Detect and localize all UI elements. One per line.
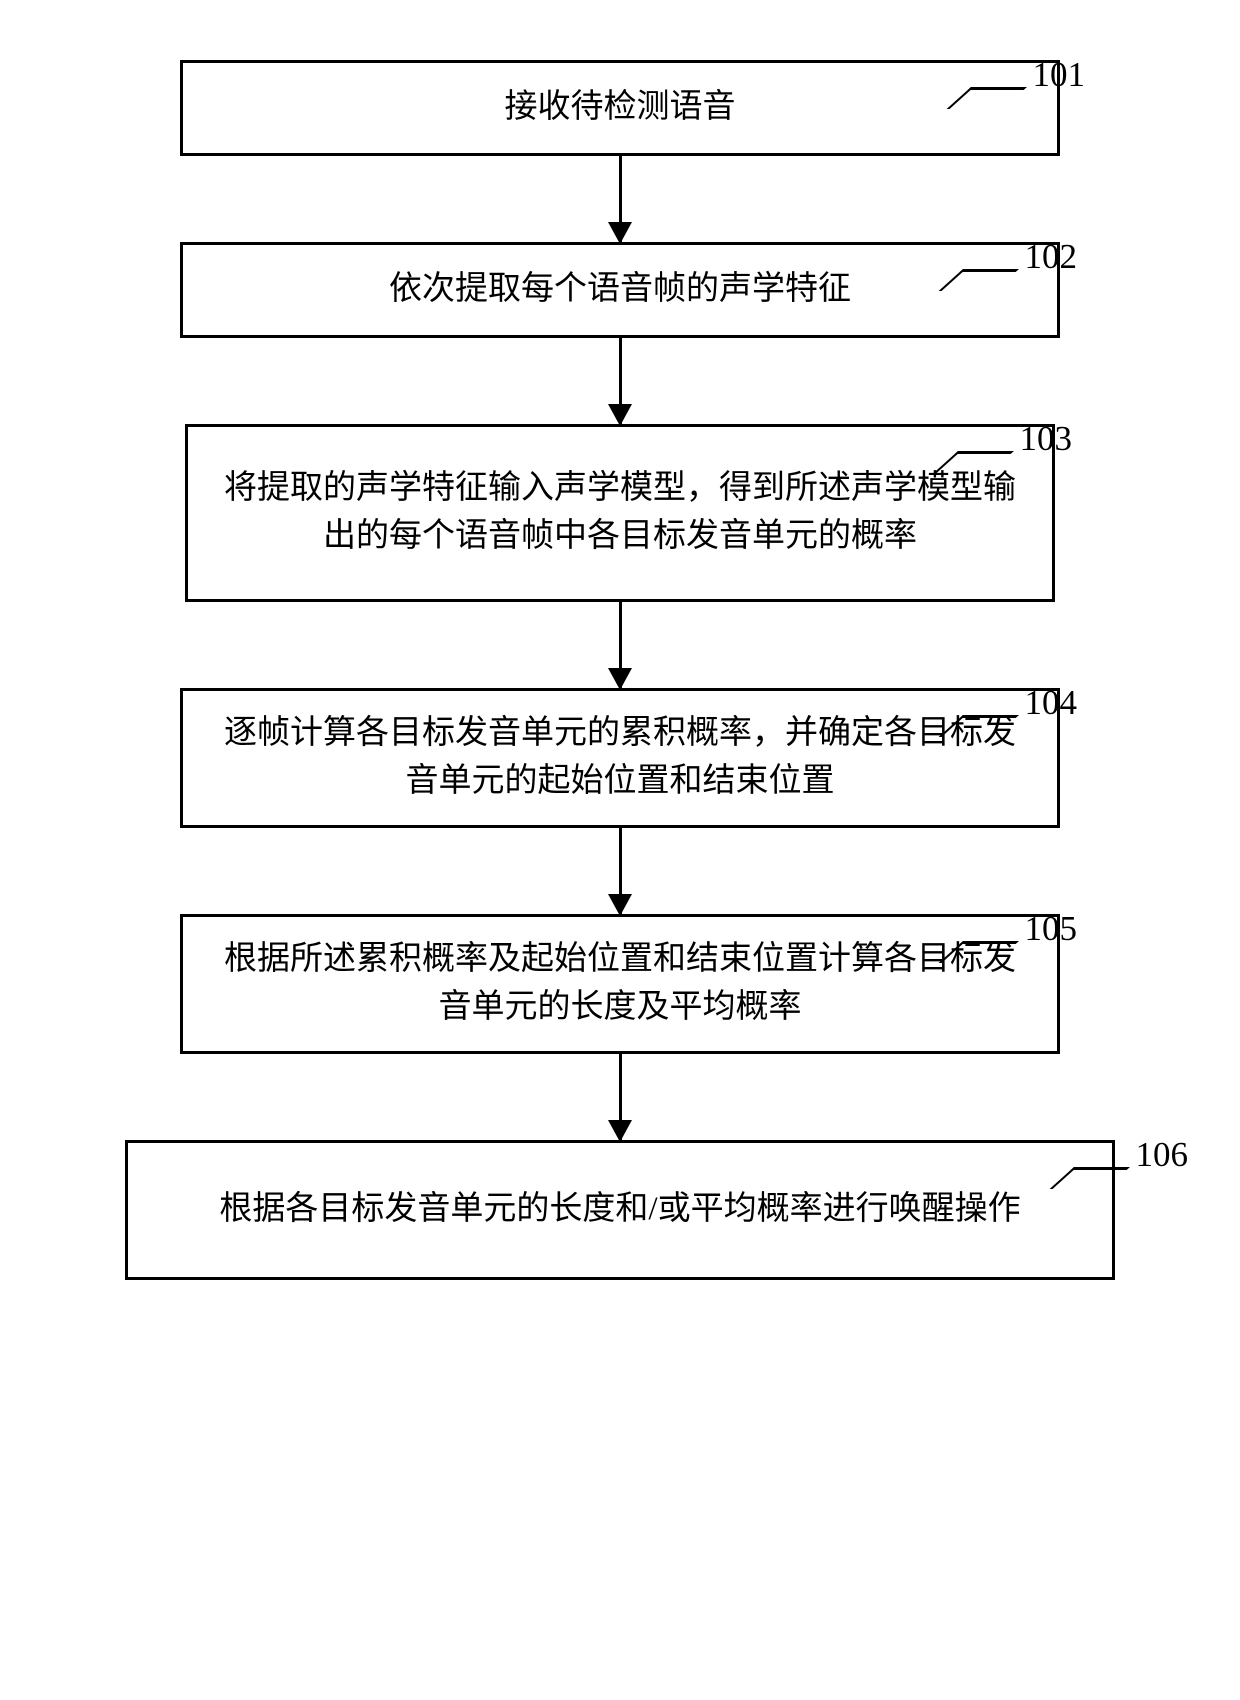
step-row-102: 依次提取每个语音帧的声学特征 102	[40, 242, 1200, 338]
step-box-101: 接收待检测语音 101	[180, 60, 1060, 156]
flowchart-container: 接收待检测语音 101 依次提取每个语音帧的声学特征 102 将提取的声学特征输…	[40, 60, 1200, 1280]
step-text-105: 根据所述累积概率及起始位置和结束位置计算各目标发音单元的长度及平均概率	[211, 936, 1029, 1032]
step-label-wrap-103: 103	[958, 419, 1073, 473]
step-label-wrap-104: 104	[963, 683, 1078, 737]
step-text-106: 根据各目标发音单元的长度和/或平均概率进行唤醒操作	[219, 1186, 1020, 1234]
step-text-103: 将提取的声学特征输入声学模型，得到所述声学模型输出的每个语音帧中各目标发音单元的…	[216, 465, 1024, 561]
tick-icon	[933, 451, 1013, 473]
step-row-106: 根据各目标发音单元的长度和/或平均概率进行唤醒操作 106	[40, 1140, 1200, 1280]
arrow-down-icon	[619, 338, 622, 424]
tick-icon	[946, 87, 1026, 109]
step-label-wrap-102: 102	[963, 237, 1078, 291]
step-text-104: 逐帧计算各目标发音单元的累积概率，并确定各目标发音单元的起始位置和结束位置	[211, 710, 1029, 806]
tick-icon	[1049, 1167, 1129, 1189]
arrow-down-icon	[619, 828, 622, 914]
step-label-104: 104	[1025, 683, 1078, 723]
arrow-down-icon	[619, 156, 622, 242]
step-label-106: 106	[1136, 1135, 1189, 1175]
step-row-105: 根据所述累积概率及起始位置和结束位置计算各目标发音单元的长度及平均概率 105	[40, 914, 1200, 1054]
step-label-wrap-105: 105	[963, 909, 1078, 963]
step-box-105: 根据所述累积概率及起始位置和结束位置计算各目标发音单元的长度及平均概率 105	[180, 914, 1060, 1054]
step-box-106: 根据各目标发音单元的长度和/或平均概率进行唤醒操作 106	[125, 1140, 1115, 1280]
step-label-wrap-101: 101	[971, 55, 1086, 109]
step-row-104: 逐帧计算各目标发音单元的累积概率，并确定各目标发音单元的起始位置和结束位置 10…	[40, 688, 1200, 828]
step-row-103: 将提取的声学特征输入声学模型，得到所述声学模型输出的每个语音帧中各目标发音单元的…	[40, 424, 1200, 602]
step-label-105: 105	[1025, 909, 1078, 949]
step-box-104: 逐帧计算各目标发音单元的累积概率，并确定各目标发音单元的起始位置和结束位置 10…	[180, 688, 1060, 828]
arrow-down-icon	[619, 1054, 622, 1140]
step-label-wrap-106: 106	[1074, 1135, 1189, 1189]
step-label-102: 102	[1025, 237, 1078, 277]
arrow-down-icon	[619, 602, 622, 688]
step-row-101: 接收待检测语音 101	[40, 60, 1200, 156]
step-box-102: 依次提取每个语音帧的声学特征 102	[180, 242, 1060, 338]
step-box-103: 将提取的声学特征输入声学模型，得到所述声学模型输出的每个语音帧中各目标发音单元的…	[185, 424, 1055, 602]
step-label-103: 103	[1020, 419, 1073, 459]
tick-icon	[938, 269, 1018, 291]
step-text-102: 依次提取每个语音帧的声学特征	[389, 266, 851, 314]
step-text-101: 接收待检测语音	[505, 84, 736, 132]
step-label-101: 101	[1033, 55, 1086, 95]
